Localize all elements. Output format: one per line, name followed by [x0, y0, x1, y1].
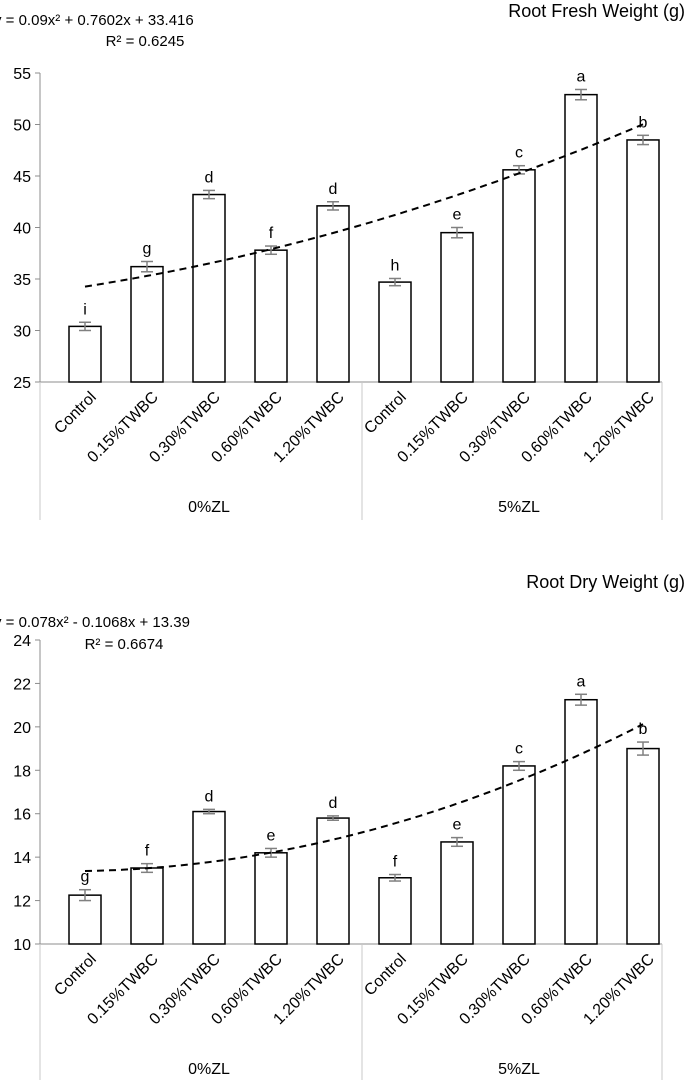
fresh-significance-letter: c	[515, 145, 523, 162]
fresh-group-label: 0%ZL	[188, 499, 230, 516]
dry-bar	[192, 810, 226, 945]
dry-bar	[130, 867, 164, 945]
fresh-category-label: Control	[361, 389, 409, 437]
fresh-bar	[440, 231, 474, 383]
dry-bar	[68, 894, 102, 945]
dry-y-tick-label: 10	[13, 937, 31, 954]
fresh-significance-letter: e	[453, 207, 462, 224]
fresh-bar	[626, 139, 660, 383]
dry-category-label: Control	[51, 951, 99, 999]
dry-chart-title: Root Dry Weight (g)	[526, 572, 685, 592]
fresh-category-label: Control	[51, 389, 99, 437]
dry-bar	[626, 747, 660, 945]
dry-y-tick-label: 22	[13, 676, 31, 693]
dry-significance-letter: a	[577, 673, 586, 690]
dry-significance-letter: b	[639, 721, 648, 738]
dry-bar	[564, 698, 598, 945]
dry-significance-letter: f	[393, 854, 398, 871]
fresh-significance-letter: d	[205, 169, 214, 186]
dry-bar	[254, 852, 288, 945]
dry-bar	[378, 877, 412, 945]
fresh-y-tick-label: 45	[13, 169, 31, 186]
fresh-bar	[192, 193, 226, 383]
dry-significance-letter: d	[329, 795, 338, 812]
fresh-significance-letter: i	[83, 301, 87, 318]
dry-significance-letter: f	[145, 843, 150, 860]
fresh-chart-title: Root Fresh Weight (g)	[508, 1, 685, 21]
fresh-trendline	[84, 123, 644, 288]
dry-bar	[316, 817, 350, 945]
dry-y-tick-label: 20	[13, 720, 31, 737]
fresh-bar	[564, 93, 598, 383]
dry-significance-letter: c	[515, 741, 523, 758]
dry-bar	[502, 765, 536, 945]
fresh-significance-letter: f	[269, 225, 274, 242]
dry-group-label: 0%ZL	[188, 1061, 230, 1078]
dry-y-tick-label: 18	[13, 763, 31, 780]
fresh-bar	[502, 169, 536, 383]
fresh-y-tick-label: 30	[13, 324, 31, 341]
dry-significance-letter: g	[81, 869, 90, 886]
fresh-bar	[68, 325, 102, 383]
fresh-y-tick-label: 25	[13, 375, 31, 392]
dry-group-label: 5%ZL	[498, 1061, 540, 1078]
dry-y-tick-label: 16	[13, 807, 31, 824]
fresh-significance-letter: b	[639, 114, 648, 131]
fresh-r-squared: R² = 0.6245	[106, 33, 185, 50]
fresh-significance-letter: a	[577, 68, 586, 85]
dry-y-tick-label: 14	[13, 850, 31, 867]
fresh-y-tick-label: 35	[13, 272, 31, 289]
dry-y-tick-label: 12	[13, 894, 31, 911]
dry-y-tick-label: 24	[13, 633, 31, 650]
fresh-group-label: 5%ZL	[498, 499, 540, 516]
dry-trend-equation: y = 0.078x² - 0.1068x + 13.39	[0, 614, 190, 631]
fresh-bar	[254, 249, 288, 383]
fresh-significance-letter: d	[329, 181, 338, 198]
dry-category-label: Control	[361, 951, 409, 999]
fresh-bar	[378, 281, 412, 383]
dry-significance-letter: d	[205, 788, 214, 805]
dry-significance-letter: e	[453, 817, 462, 834]
fresh-trend-equation: y = 0.09x² + 0.7602x + 33.416	[0, 12, 194, 29]
fresh-y-tick-label: 55	[13, 66, 31, 83]
dry-r-squared: R² = 0.6674	[85, 636, 164, 653]
dry-significance-letter: e	[267, 827, 276, 844]
fresh-y-tick-label: 40	[13, 221, 31, 238]
fresh-significance-letter: g	[143, 240, 152, 257]
fresh-significance-letter: h	[391, 257, 400, 274]
fresh-bar	[130, 265, 164, 383]
dry-trendline	[84, 723, 644, 872]
dry-bar	[440, 841, 474, 945]
fresh-y-tick-label: 50	[13, 118, 31, 135]
